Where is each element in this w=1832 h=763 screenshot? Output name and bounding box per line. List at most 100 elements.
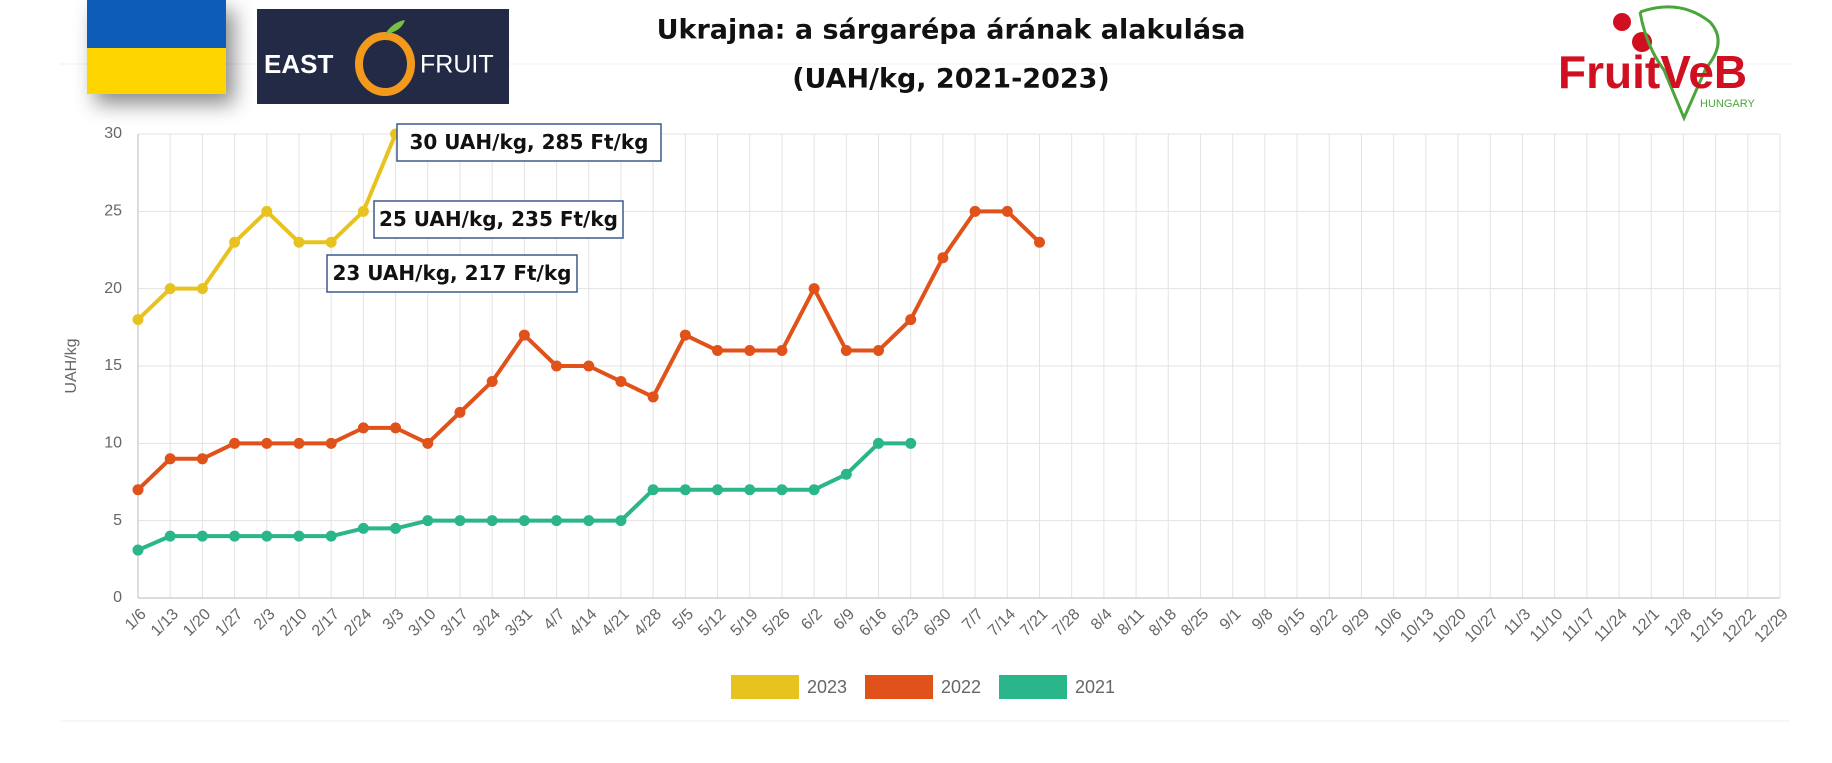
x-tick-label: 3/24 xyxy=(470,606,504,640)
data-point xyxy=(518,515,530,527)
data-point xyxy=(325,530,337,542)
data-point xyxy=(293,437,305,449)
x-tick-label: 7/28 xyxy=(1049,606,1083,640)
logo-text: HUNGARY xyxy=(1700,98,1755,110)
legend-swatch xyxy=(731,675,799,699)
data-point xyxy=(229,236,241,248)
data-point xyxy=(679,484,691,496)
data-point xyxy=(840,468,852,480)
logo-text: FRUIT xyxy=(420,51,494,79)
x-tick-label: 4/28 xyxy=(631,606,665,640)
data-point xyxy=(454,515,466,527)
data-point xyxy=(196,530,208,542)
data-point xyxy=(744,484,756,496)
x-tick-label: 9/29 xyxy=(1339,606,1373,640)
data-point xyxy=(164,283,176,295)
x-tick-label: 4/7 xyxy=(541,606,569,634)
data-point xyxy=(776,345,788,357)
data-point xyxy=(744,345,756,357)
x-tick-label: 1/13 xyxy=(148,606,182,640)
x-tick-label: 7/21 xyxy=(1017,606,1051,640)
data-point xyxy=(293,236,305,248)
x-tick-label: 9/1 xyxy=(1217,606,1245,634)
data-point xyxy=(873,345,885,357)
data-point xyxy=(808,484,820,496)
data-point xyxy=(390,522,402,534)
data-point xyxy=(357,522,369,534)
x-tick-label: 9/8 xyxy=(1249,606,1277,634)
x-tick-label: 12/15 xyxy=(1687,606,1727,646)
legend-label: 2021 xyxy=(1075,677,1115,697)
data-point xyxy=(229,437,241,449)
legend-swatch xyxy=(999,675,1067,699)
x-tick-label: 8/25 xyxy=(1178,606,1212,640)
x-tick-label: 7/7 xyxy=(959,606,987,634)
x-tick-label: 6/30 xyxy=(921,606,955,640)
y-axis-label: UAH/kg xyxy=(63,338,80,393)
legend-swatch xyxy=(865,675,933,699)
data-point xyxy=(937,252,949,264)
data-point xyxy=(679,329,691,341)
y-tick-label: 10 xyxy=(104,435,122,452)
x-tick-label: 10/27 xyxy=(1462,606,1502,646)
x-tick-label: 5/19 xyxy=(727,606,761,640)
y-tick-label: 20 xyxy=(104,280,122,297)
data-point xyxy=(776,484,788,496)
data-point xyxy=(261,205,273,217)
x-tick-label: 6/9 xyxy=(830,606,858,634)
x-tick-label: 10/20 xyxy=(1430,606,1470,646)
x-tick-label: 2/10 xyxy=(277,606,311,640)
x-tick-label: 12/29 xyxy=(1751,606,1791,646)
x-tick-label: 11/24 xyxy=(1591,606,1631,646)
data-point xyxy=(325,437,337,449)
x-tick-label: 6/2 xyxy=(798,606,826,634)
data-point xyxy=(261,437,273,449)
x-tick-label: 8/11 xyxy=(1115,606,1148,639)
data-point xyxy=(647,391,659,403)
data-point xyxy=(615,375,627,387)
logo-text: FruitVeB xyxy=(1558,46,1747,98)
y-tick-label: 30 xyxy=(104,125,122,142)
data-point xyxy=(357,422,369,434)
data-point xyxy=(293,530,305,542)
annotation-box xyxy=(373,200,624,239)
data-point xyxy=(615,515,627,527)
fruitveb-logo: FruitVeB HUNGARY xyxy=(1558,5,1755,122)
east-fruit-logo: EAST FRUIT xyxy=(257,9,509,104)
data-point xyxy=(486,375,498,387)
annotation-box xyxy=(396,123,662,162)
annotation: 23 UAH/kg, 217 Ft/kg xyxy=(333,261,572,285)
y-tick-label: 0 xyxy=(113,589,122,606)
data-point xyxy=(196,283,208,295)
legend-label: 2023 xyxy=(807,677,847,697)
data-point xyxy=(583,515,595,527)
x-tick-label: 6/16 xyxy=(856,606,890,640)
data-point xyxy=(1001,205,1013,217)
x-tick-label: 12/1 xyxy=(1629,606,1663,640)
data-point xyxy=(969,205,981,217)
x-tick-label: 11/10 xyxy=(1527,606,1567,646)
flag xyxy=(87,0,226,94)
x-tick-label: 1/20 xyxy=(180,606,214,640)
x-tick-label: 4/14 xyxy=(567,606,601,640)
x-tick-label: 9/22 xyxy=(1307,606,1341,640)
chart-title: (UAH/kg, 2021-2023) xyxy=(792,64,1110,95)
y-tick-label: 25 xyxy=(104,203,122,220)
y-tick-label: 5 xyxy=(113,512,122,529)
x-tick-label: 3/31 xyxy=(502,606,536,640)
annotation-box xyxy=(326,254,578,293)
x-tick-label: 3/17 xyxy=(438,606,472,640)
x-tick-label: 4/21 xyxy=(599,606,633,640)
x-tick-label: 8/18 xyxy=(1146,606,1180,640)
data-point xyxy=(132,484,144,496)
x-tick-label: 10/13 xyxy=(1397,606,1437,646)
data-point xyxy=(164,530,176,542)
data-point xyxy=(390,422,402,434)
legend-label: 2022 xyxy=(941,677,981,697)
data-point xyxy=(132,314,144,326)
data-point xyxy=(261,530,273,542)
data-point xyxy=(905,314,917,326)
data-point xyxy=(1033,236,1045,248)
x-tick-label: 5/26 xyxy=(760,606,794,640)
